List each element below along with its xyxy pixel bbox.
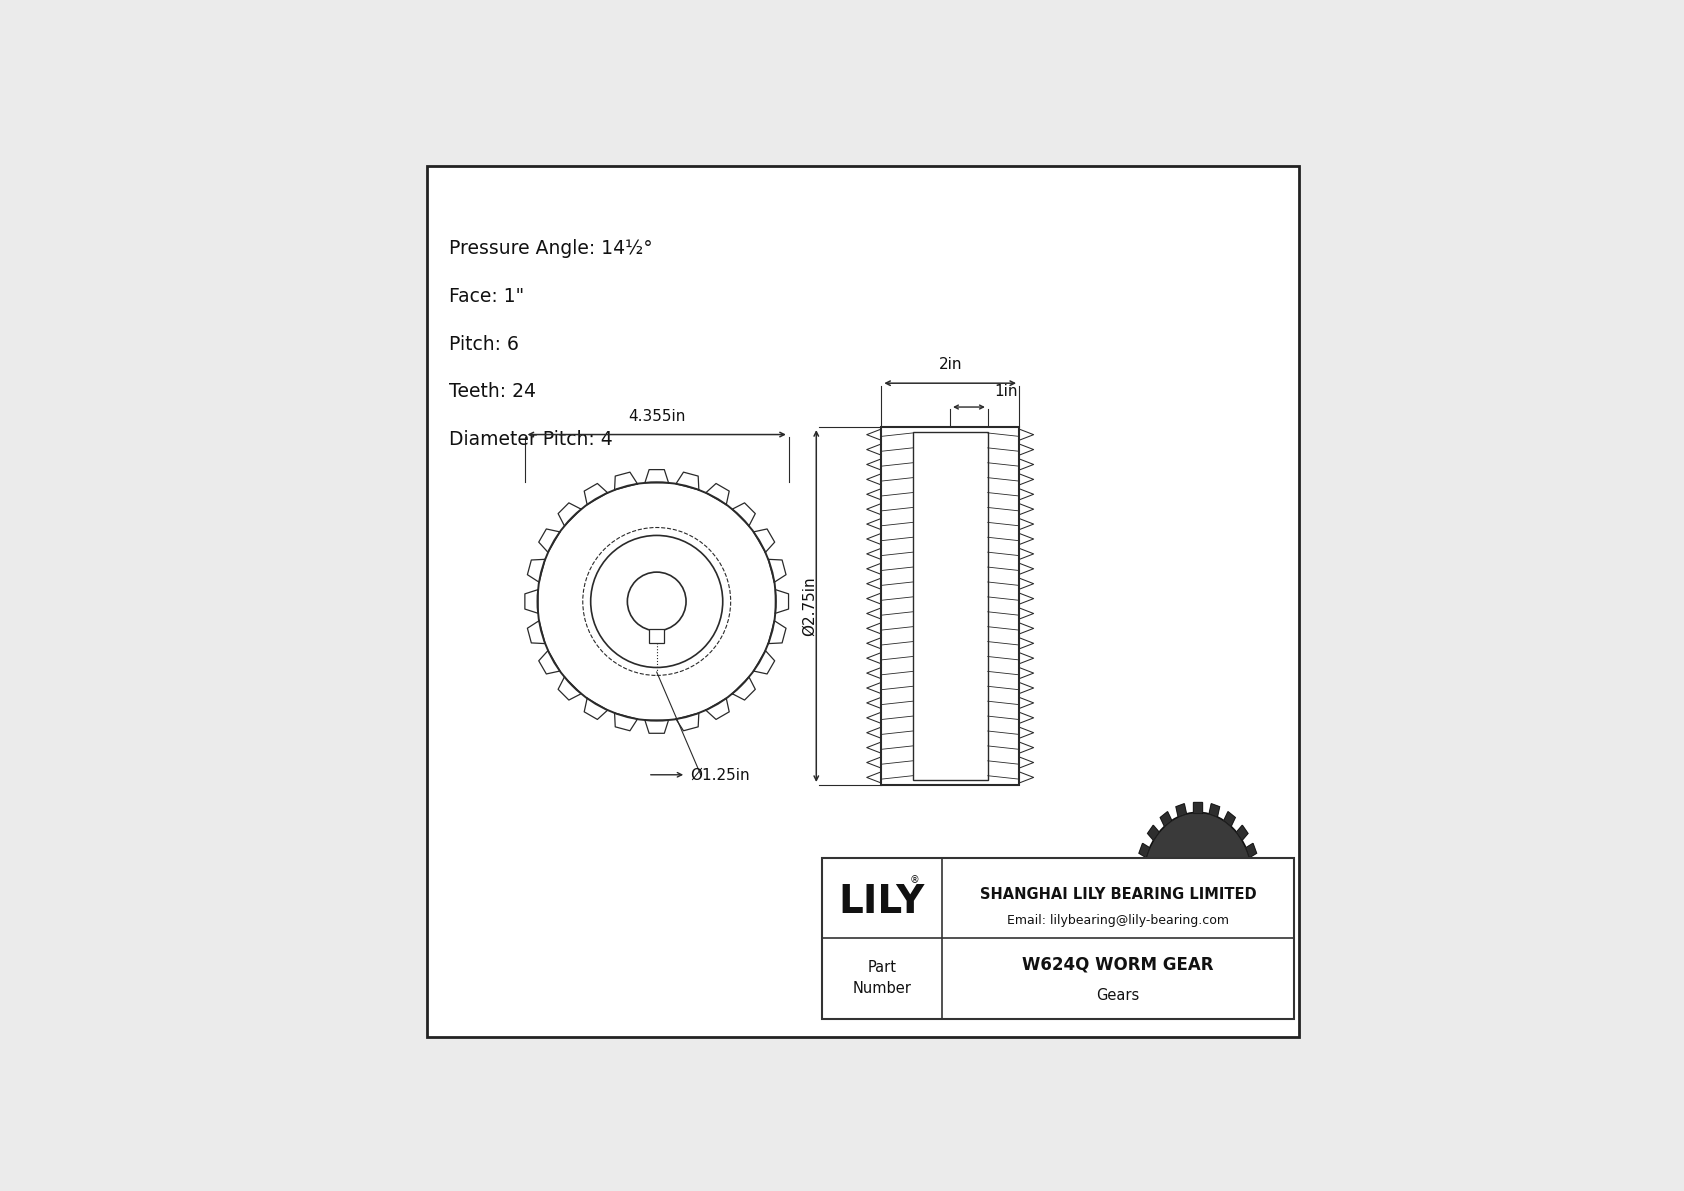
Text: Face: 1": Face: 1" <box>448 287 524 306</box>
Bar <box>822 859 1293 1018</box>
Text: Pitch: 6: Pitch: 6 <box>448 335 519 354</box>
Polygon shape <box>1175 946 1187 959</box>
Text: Part
Number: Part Number <box>852 960 911 996</box>
Polygon shape <box>1224 812 1236 827</box>
Polygon shape <box>1251 886 1260 898</box>
Bar <box>913 432 989 780</box>
Polygon shape <box>1236 922 1248 937</box>
Circle shape <box>1180 865 1214 898</box>
Text: Pressure Angle: 14½°: Pressure Angle: 14½° <box>448 239 652 258</box>
Polygon shape <box>1224 936 1236 950</box>
Bar <box>650 629 663 642</box>
Text: Teeth: 24: Teeth: 24 <box>448 382 536 401</box>
Text: 4.355in: 4.355in <box>628 409 685 424</box>
Polygon shape <box>1194 949 1202 960</box>
Polygon shape <box>1251 865 1260 877</box>
Polygon shape <box>1209 804 1219 817</box>
Text: 1in: 1in <box>994 384 1017 399</box>
Text: SHANGHAI LILY BEARING LIMITED: SHANGHAI LILY BEARING LIMITED <box>980 887 1256 902</box>
Text: 2in: 2in <box>938 357 962 372</box>
Polygon shape <box>1147 922 1159 937</box>
Text: Ø1.25in: Ø1.25in <box>690 767 751 782</box>
Polygon shape <box>1135 865 1143 877</box>
Text: ®: ® <box>909 875 919 885</box>
Text: Ø2.75in: Ø2.75in <box>802 576 817 636</box>
Polygon shape <box>1138 843 1150 858</box>
Text: W624Q WORM GEAR: W624Q WORM GEAR <box>1022 955 1214 973</box>
Text: LILY: LILY <box>839 883 925 921</box>
Polygon shape <box>1175 804 1187 817</box>
Text: Email: lilybearing@lily-bearing.com: Email: lilybearing@lily-bearing.com <box>1007 913 1229 927</box>
Polygon shape <box>1135 886 1143 898</box>
Text: Gears: Gears <box>1096 989 1140 1003</box>
Text: Diameter Pitch: 4: Diameter Pitch: 4 <box>448 430 613 449</box>
Polygon shape <box>1246 905 1256 919</box>
Polygon shape <box>1194 802 1202 812</box>
Polygon shape <box>1236 825 1248 841</box>
Polygon shape <box>1160 812 1172 827</box>
Ellipse shape <box>1162 874 1218 916</box>
Polygon shape <box>1246 843 1256 858</box>
Ellipse shape <box>1143 812 1253 950</box>
Polygon shape <box>1138 905 1150 919</box>
Polygon shape <box>1147 825 1159 841</box>
Polygon shape <box>1209 946 1219 959</box>
Polygon shape <box>1160 936 1172 950</box>
Bar <box>881 428 1019 785</box>
